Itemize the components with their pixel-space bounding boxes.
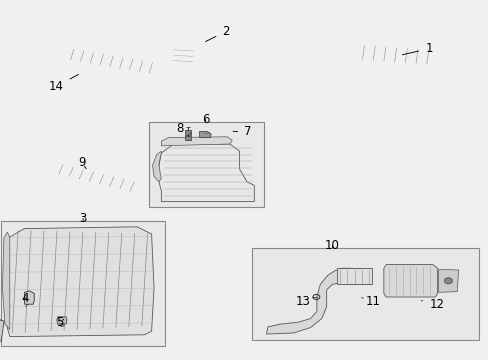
- Polygon shape: [383, 265, 437, 297]
- FancyBboxPatch shape: [251, 248, 478, 340]
- Polygon shape: [161, 137, 232, 146]
- Text: 4: 4: [21, 292, 28, 305]
- Text: 8: 8: [176, 122, 190, 135]
- Text: 3: 3: [79, 212, 87, 225]
- Polygon shape: [438, 269, 458, 292]
- Polygon shape: [2, 232, 10, 329]
- Text: 10: 10: [325, 239, 339, 252]
- Text: 7: 7: [233, 125, 251, 138]
- Polygon shape: [266, 268, 371, 334]
- Polygon shape: [184, 130, 190, 135]
- Text: 12: 12: [421, 298, 444, 311]
- Text: 5: 5: [56, 316, 63, 329]
- Polygon shape: [5, 227, 154, 337]
- Polygon shape: [0, 318, 4, 342]
- Text: 11: 11: [361, 295, 380, 308]
- Circle shape: [444, 278, 451, 284]
- Text: 14: 14: [48, 75, 78, 93]
- Polygon shape: [0, 314, 2, 342]
- Text: 1: 1: [402, 42, 432, 55]
- Polygon shape: [152, 151, 161, 182]
- Text: 9: 9: [78, 156, 86, 169]
- Polygon shape: [159, 144, 254, 202]
- Polygon shape: [199, 131, 211, 138]
- Polygon shape: [184, 136, 190, 140]
- Text: 13: 13: [296, 295, 317, 308]
- FancyBboxPatch shape: [1, 221, 165, 346]
- Polygon shape: [24, 291, 34, 304]
- Text: 2: 2: [205, 25, 229, 41]
- Text: 6: 6: [201, 113, 209, 126]
- FancyBboxPatch shape: [149, 122, 264, 207]
- Polygon shape: [57, 317, 67, 324]
- Polygon shape: [337, 268, 371, 284]
